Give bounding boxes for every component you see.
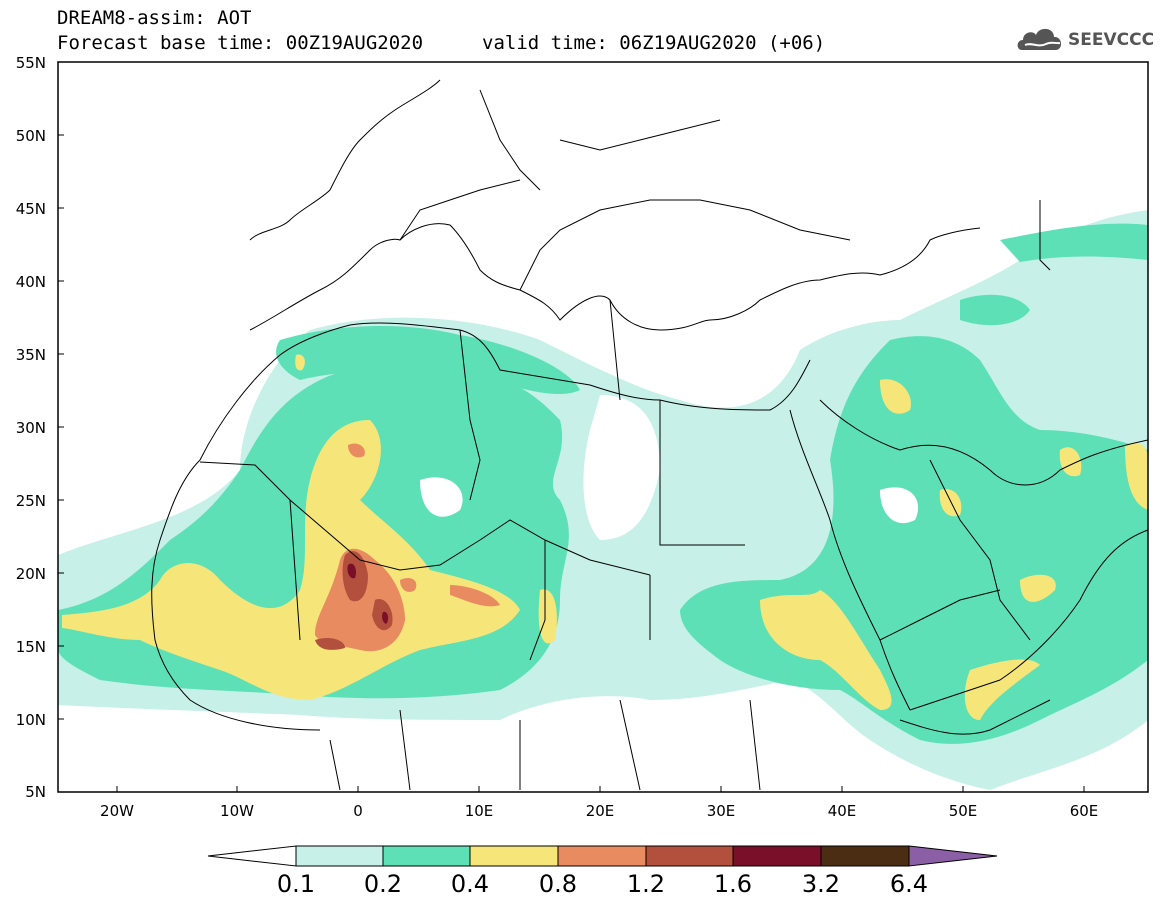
lat-label: 30N: [15, 419, 46, 437]
lat-label: 5N: [25, 783, 46, 801]
axis-ticks: [58, 61, 1085, 792]
lon-label: 50E: [948, 802, 978, 820]
lon-label: 10E: [464, 802, 494, 820]
lon-label: 0: [353, 802, 363, 820]
lat-label: 40N: [15, 273, 46, 291]
colorbar-label: 1.2: [626, 870, 666, 898]
colorbar-label: 0.8: [538, 870, 578, 898]
lat-label: 35N: [15, 346, 46, 364]
lat-label: 15N: [15, 638, 46, 656]
lat-label: 55N: [15, 54, 46, 72]
colorbar-swatch: [732, 845, 822, 867]
lon-label: 20E: [585, 802, 615, 820]
lat-label: 50N: [15, 127, 46, 145]
logo-text: SEEVCCC: [1068, 30, 1155, 50]
lat-label: 25N: [15, 492, 46, 510]
valid-time: valid time: 06Z19AUG2020 (+06): [482, 32, 826, 54]
colorbar-arrow-high: [908, 845, 998, 867]
lon-label: 10W: [220, 802, 254, 820]
cloud-icon: [1017, 28, 1062, 50]
forecast-base-time: Forecast base time: 00Z19AUG2020: [57, 32, 424, 54]
lat-label: 10N: [15, 711, 46, 729]
colorbar: [207, 845, 998, 867]
colorbar-label: 3.2: [801, 870, 841, 898]
aot-field: [58, 210, 1148, 790]
lon-label: 60E: [1069, 802, 1099, 820]
colorbar-swatch: [820, 845, 910, 867]
colorbar-swatch: [469, 845, 559, 867]
colorbar-swatch: [557, 845, 647, 867]
colorbar-label: 0.2: [363, 870, 403, 898]
colorbar-label: 6.4: [889, 870, 929, 898]
lat-label: 20N: [15, 565, 46, 583]
lon-label: 30E: [706, 802, 736, 820]
lon-label: 40E: [827, 802, 857, 820]
map-title: DREAM8-assim: AOT: [57, 7, 252, 29]
colorbar-label: 1.6: [713, 870, 753, 898]
seevccc-logo: SEEVCCC: [1016, 22, 1156, 58]
colorbar-label: 0.1: [276, 870, 316, 898]
colorbar-swatch: [382, 845, 471, 867]
lat-label: 45N: [15, 200, 46, 218]
colorbar-swatch: [295, 845, 384, 867]
colorbar-swatch: [645, 845, 734, 867]
colorbar-arrow-low: [207, 845, 297, 867]
coastlines-borders: [151, 79, 1149, 791]
lon-label: 20W: [100, 802, 134, 820]
colorbar-label: 0.4: [450, 870, 490, 898]
